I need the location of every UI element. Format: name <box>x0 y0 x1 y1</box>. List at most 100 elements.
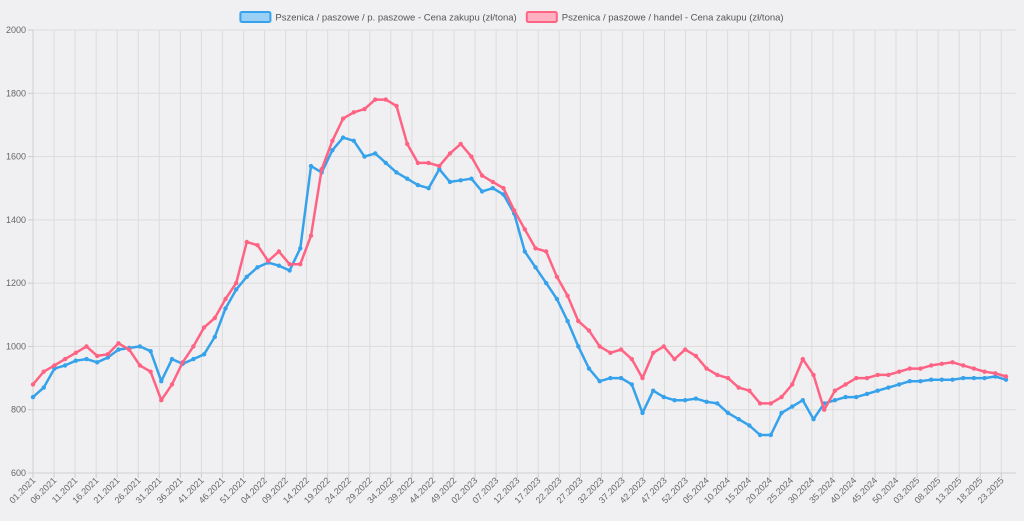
data-point <box>437 167 442 172</box>
data-point <box>939 361 944 366</box>
series-group <box>30 97 1009 438</box>
data-point <box>790 404 795 409</box>
data-point <box>159 379 164 384</box>
data-point <box>52 363 57 368</box>
data-point <box>950 360 955 365</box>
data-point <box>576 318 581 324</box>
data-point <box>854 394 859 400</box>
data-point <box>704 399 709 404</box>
legend: Pszenica / paszowe / p. paszowe - Cena z… <box>239 11 784 24</box>
legend-label: Pszenica / paszowe / handel - Cena zakup… <box>562 13 784 24</box>
data-point <box>961 375 966 381</box>
data-point <box>779 394 784 400</box>
data-point <box>971 375 977 381</box>
data-point <box>1003 374 1009 379</box>
data-point <box>137 344 143 349</box>
data-point <box>939 377 944 382</box>
data-point <box>447 179 453 185</box>
data-point <box>319 167 324 172</box>
data-point <box>169 356 175 362</box>
legend-label: Pszenica / paszowe / p. paszowe - Cena z… <box>275 13 516 24</box>
data-point <box>586 328 592 333</box>
y-tick-label: 600 <box>11 468 26 478</box>
data-point <box>148 349 153 354</box>
data-point <box>73 350 79 355</box>
data-point <box>405 176 410 181</box>
data-point <box>276 263 282 268</box>
data-point <box>704 366 709 371</box>
data-point <box>287 262 292 267</box>
data-point <box>800 398 805 403</box>
data-point <box>864 391 870 397</box>
data-point <box>854 375 859 381</box>
data-point <box>469 176 474 181</box>
data-point <box>298 262 303 267</box>
data-point <box>255 265 260 270</box>
data-point <box>533 265 538 270</box>
data-point <box>832 388 838 393</box>
data-point <box>693 396 699 401</box>
data-point <box>918 379 923 384</box>
data-point <box>586 366 592 371</box>
data-point <box>351 138 356 143</box>
data-point <box>918 366 923 371</box>
legend-swatch <box>239 11 272 23</box>
data-point <box>298 246 303 251</box>
y-tick-label: 800 <box>11 405 26 415</box>
data-point <box>522 227 527 232</box>
y-tick-label: 1200 <box>6 278 26 288</box>
data-point <box>672 356 677 362</box>
data-point <box>362 106 367 112</box>
data-point <box>501 192 506 197</box>
data-point <box>255 243 260 248</box>
data-point <box>971 366 977 371</box>
data-point <box>832 398 838 403</box>
data-point <box>896 369 902 374</box>
data-point <box>896 382 902 387</box>
y-axis: 600 800 1000 1200 1400 1600 1800 2000 <box>6 25 34 478</box>
data-point <box>544 280 549 286</box>
data-point <box>469 154 474 159</box>
data-point <box>736 385 741 390</box>
data-point <box>330 138 335 143</box>
data-point <box>683 347 688 352</box>
data-point <box>554 274 560 279</box>
legend-item-2[interactable]: Pszenica / paszowe / handel - Cena zakup… <box>525 11 784 24</box>
data-point <box>458 178 463 183</box>
data-point <box>105 352 111 357</box>
data-point <box>1003 377 1009 382</box>
legend-item-1[interactable]: Pszenica / paszowe / p. paszowe - Cena z… <box>239 11 517 24</box>
y-tick-label: 1000 <box>6 341 26 351</box>
data-point <box>715 401 720 406</box>
data-point <box>747 388 752 393</box>
data-point <box>544 249 549 254</box>
data-point <box>554 296 560 302</box>
data-point <box>212 334 217 340</box>
data-point <box>651 350 656 355</box>
data-point <box>683 398 688 403</box>
data-point <box>266 258 271 264</box>
data-point <box>308 163 314 169</box>
data-point <box>287 268 292 273</box>
data-point <box>512 208 517 213</box>
data-point <box>618 375 624 381</box>
data-point <box>490 186 495 191</box>
data-point <box>351 110 356 115</box>
data-point <box>169 382 175 387</box>
data-point <box>886 385 891 390</box>
data-point <box>394 103 399 109</box>
series-line-1 <box>31 136 1008 437</box>
data-point <box>95 353 100 359</box>
data-point <box>629 356 634 362</box>
data-point <box>116 341 121 346</box>
data-point <box>982 369 987 374</box>
data-point <box>340 135 346 140</box>
data-point <box>608 350 613 355</box>
data-point <box>661 394 666 400</box>
data-point <box>961 363 966 368</box>
data-point <box>982 375 987 381</box>
data-point <box>661 344 666 349</box>
data-point <box>191 356 196 362</box>
data-point <box>747 423 752 428</box>
